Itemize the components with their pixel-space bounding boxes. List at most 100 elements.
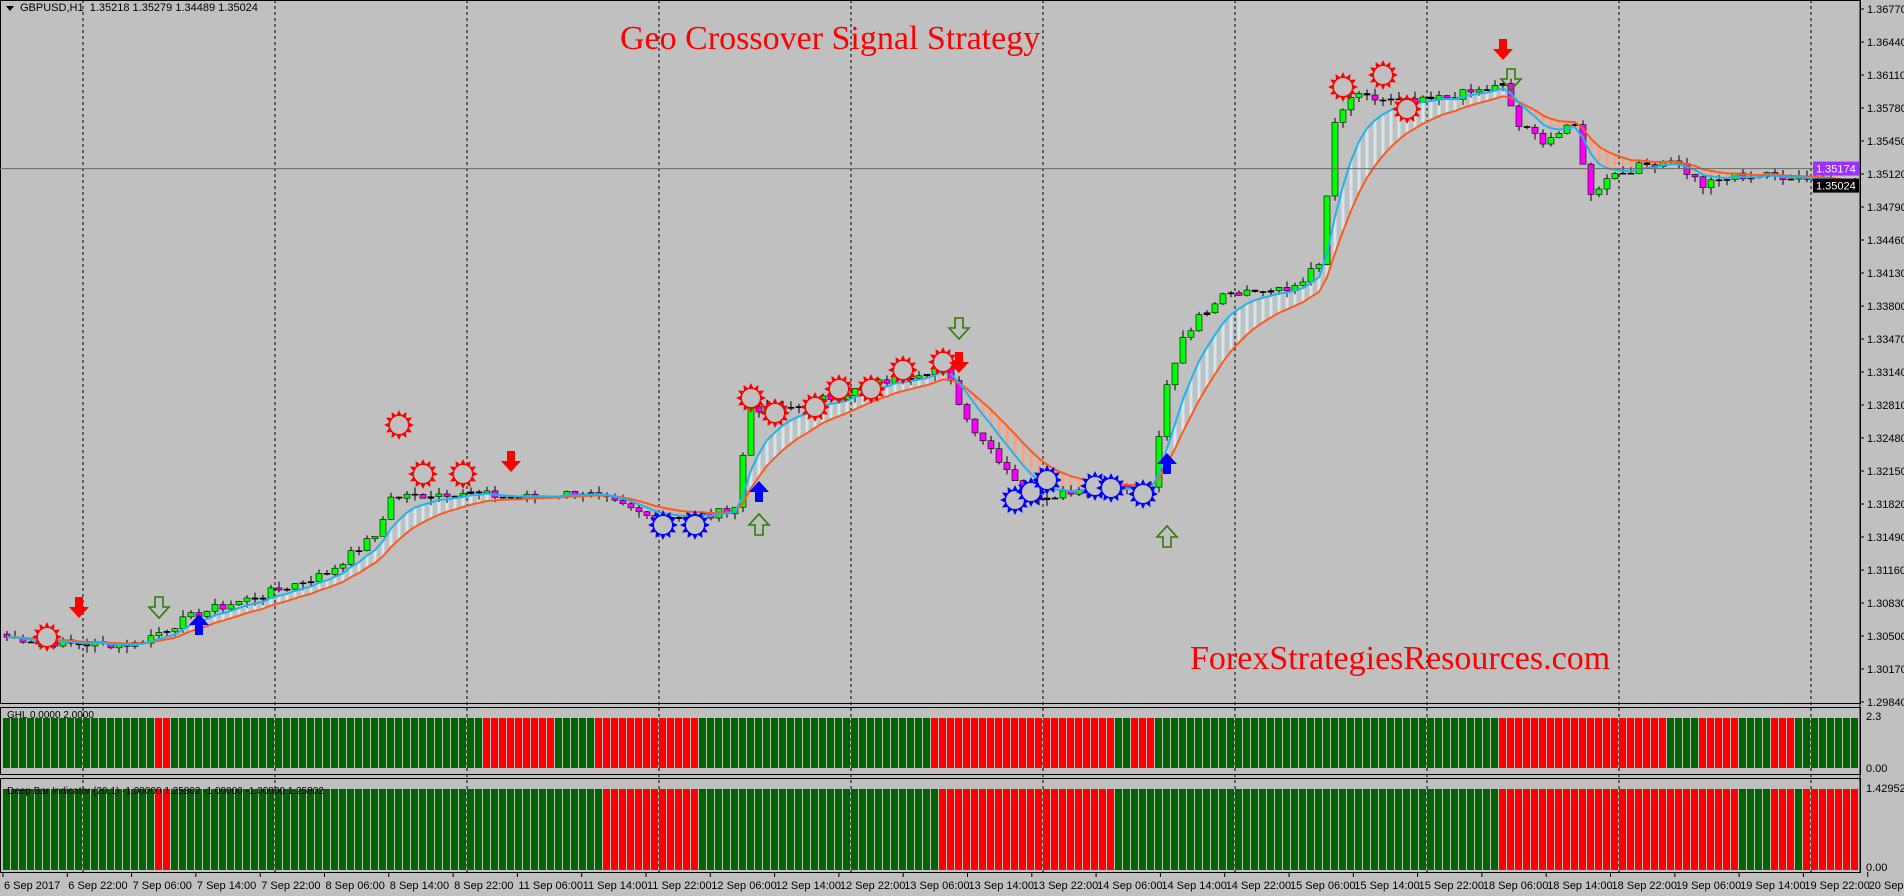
sell-star-icon xyxy=(448,459,478,489)
deep-bar-histogram-bar xyxy=(1755,789,1762,870)
ghl-histogram-bar xyxy=(651,718,658,768)
ghl-histogram-bar xyxy=(1731,718,1738,768)
deep-bar-histogram-bar xyxy=(707,789,714,870)
ghl-histogram-bar xyxy=(1355,718,1362,768)
candle-body xyxy=(1379,99,1387,102)
ghl-histogram-bar xyxy=(1555,718,1562,768)
candle-body xyxy=(1227,292,1235,295)
deep-bar-histogram-bar xyxy=(1115,789,1122,870)
ghl-histogram-bar xyxy=(371,718,378,768)
ghl-histogram-bar xyxy=(1131,718,1138,768)
ghl-histogram-bar xyxy=(1571,718,1578,768)
candle-body xyxy=(347,550,355,565)
ghl-histogram-bar xyxy=(91,718,98,768)
deep-bar-histogram-bar xyxy=(395,789,402,870)
deep-bar-histogram-bar xyxy=(659,789,666,870)
ghl-histogram-bar xyxy=(499,718,506,768)
candle xyxy=(323,570,331,576)
candle-body xyxy=(275,587,283,591)
ask-price-tag-bg xyxy=(1813,161,1859,176)
star-center xyxy=(1022,483,1040,501)
star-center xyxy=(894,361,912,379)
candle-body xyxy=(219,604,227,610)
deep-bar-histogram-bar xyxy=(379,789,386,870)
star-center xyxy=(806,398,824,416)
deep-bar-histogram-bar xyxy=(1499,789,1506,870)
ghl-histogram-bar xyxy=(235,718,242,768)
deep-bar-histogram-bar xyxy=(923,789,930,870)
candle-body xyxy=(1219,293,1227,305)
candle-body xyxy=(1587,163,1595,195)
price-axis-label: 1.36770 xyxy=(1867,4,1904,16)
deep-bar-histogram-bar xyxy=(187,789,194,870)
ghl-histogram-bar xyxy=(171,718,178,768)
deep-bar-histogram-bar xyxy=(1803,789,1810,870)
candle-body xyxy=(739,454,747,508)
deep-bar-histogram-bar xyxy=(787,789,794,870)
ghl-histogram-bar xyxy=(459,718,466,768)
candle xyxy=(595,486,603,500)
candle xyxy=(1531,124,1539,140)
deep-bar-histogram-bar xyxy=(1451,789,1458,870)
star-center xyxy=(830,380,848,398)
deep-bar-histogram-bar xyxy=(939,789,946,870)
candle-body xyxy=(251,597,259,600)
deep-bar-histogram-bar xyxy=(1051,789,1058,870)
candle-body xyxy=(851,388,859,397)
candle xyxy=(979,432,987,445)
candle-body xyxy=(395,496,403,499)
deep-bar-histogram-bar xyxy=(1531,789,1538,870)
ghl-histogram-bar xyxy=(1771,718,1778,768)
ghl-histogram-bar xyxy=(955,718,962,768)
chart-title: Geo Crossover Signal Strategy xyxy=(620,20,1041,57)
candle xyxy=(1235,290,1243,296)
deep-bar-histogram-bar xyxy=(1627,789,1634,870)
deep-bar-histogram-bar xyxy=(443,789,450,870)
deep-bar-histogram-bar xyxy=(427,789,434,870)
candle-body xyxy=(1283,287,1291,292)
ghl-histogram-bar xyxy=(59,718,66,768)
deep-bar-histogram-bar xyxy=(43,789,50,870)
deep-bar-histogram-bar xyxy=(1587,789,1594,870)
deep-bar-histogram-bar xyxy=(1131,789,1138,870)
ghl-histogram-bar xyxy=(1315,718,1322,768)
price-axis-label: 1.34790 xyxy=(1867,202,1904,214)
price-axis-label: 1.30500 xyxy=(1867,631,1904,643)
deep-bar-histogram-bar xyxy=(1099,789,1106,870)
deep-bar-histogram-bar xyxy=(1835,789,1842,870)
deep-bar-histogram-bar xyxy=(859,789,866,870)
ghl-histogram-bar xyxy=(1619,718,1626,768)
ghl-histogram-bar xyxy=(1475,718,1482,768)
ghl-histogram-bar xyxy=(1563,718,1570,768)
deep-bar-histogram-bar xyxy=(979,789,986,870)
candle-body xyxy=(427,496,435,499)
deep-bar-histogram-bar xyxy=(1003,789,1010,870)
collapse-triangle-icon[interactable] xyxy=(6,5,14,11)
ghl-histogram-bar xyxy=(283,718,290,768)
candle xyxy=(1611,171,1619,180)
candle-body xyxy=(227,604,235,610)
ghl-histogram-bar xyxy=(947,718,954,768)
deep-bar-histogram-bar xyxy=(627,789,634,870)
time-axis-label: 8 Sep 22:00 xyxy=(454,880,513,892)
deep-bar-histogram-bar xyxy=(1819,789,1826,870)
ghl-histogram-bar xyxy=(1539,718,1546,768)
candle-body xyxy=(1547,137,1555,145)
star-center xyxy=(454,465,472,483)
deep-bar-histogram-bar xyxy=(1611,789,1618,870)
candle xyxy=(331,564,339,577)
ghl-histogram-bar xyxy=(1179,718,1186,768)
ghl-histogram-bar xyxy=(1443,718,1450,768)
ghl-histogram-bar xyxy=(1307,718,1314,768)
candle-body xyxy=(643,511,651,516)
deep-bar-histogram-bar xyxy=(283,789,290,870)
outline-down-arrow-icon xyxy=(1499,68,1523,92)
ghl-histogram-bar xyxy=(27,718,34,768)
ghl-histogram-bar xyxy=(1819,718,1826,768)
time-axis-label: 11 Sep 06:00 xyxy=(518,880,583,892)
ghl-histogram-bar xyxy=(1195,718,1202,768)
time-axis-label: 14 Sep 14:00 xyxy=(1161,880,1226,892)
deep-bar-histogram-bar xyxy=(1067,789,1074,870)
time-axis-label: 12 Sep 06:00 xyxy=(711,880,776,892)
